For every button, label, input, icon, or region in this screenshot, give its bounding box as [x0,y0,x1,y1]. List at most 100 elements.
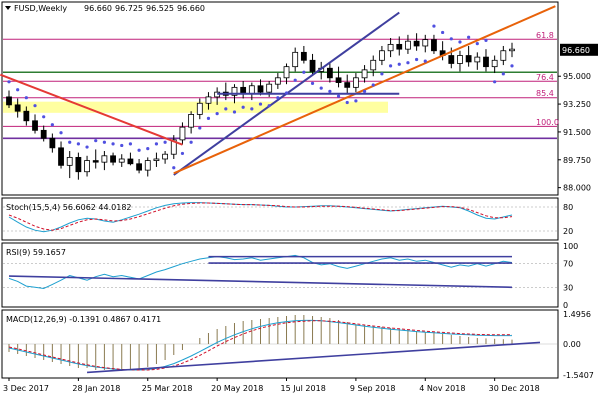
ohlc-open: 96.660 [84,4,112,13]
fib-level-label: 100.0 [536,118,559,127]
parabolic-sar-dot [258,102,263,106]
candle-body [283,66,290,79]
candle-body [231,86,238,96]
fib-level-label: 85.4 [536,89,554,98]
y-tick-label: 70 [563,260,573,269]
parabolic-sar-dot [111,142,115,146]
candle-body [335,77,342,83]
macd-panel: 1.4956 0.00 -1.5407 [3,310,594,380]
macd-line [8,320,513,371]
candle-body [326,67,333,79]
candle-body [344,82,351,88]
parabolic-sar-dot [189,140,193,144]
x-axis: 3 Dec 2017 28 Jan 2018 25 Mar 2018 20 May 2… [3,378,540,393]
parabolic-sar-dot [284,91,289,95]
stoch-title: Stoch(15,5,4) 56.6062 44.0182 [6,203,132,212]
x-tick-label: 15 Jul 2018 [281,384,326,393]
candle-body [370,59,377,71]
candle-body [205,96,212,104]
parabolic-sar-dot [146,147,150,151]
x-tick-label: 20 May 2018 [211,384,263,393]
candle-body [483,56,489,68]
y-tick-label: -1.5407 [563,371,594,380]
parabolic-sar-dot [102,140,106,144]
y-tick-label: 0 [563,301,568,310]
candle-body [509,48,515,52]
parabolic-sar-dot [154,142,159,146]
parabolic-sar-dot [467,35,471,39]
candle-body [101,155,108,163]
support-zone [3,101,388,113]
current-price-label: 96.660 [562,46,590,55]
parabolic-sar-dot [180,151,185,156]
rsi-title: RSI(9) 59.1657 [6,248,66,257]
candle-body [457,55,463,64]
parabolic-sar-dot [328,89,332,93]
parabolic-sar-dot [458,40,462,44]
macd-trendline [86,341,541,374]
parabolic-sar-dot [250,107,254,111]
candle-body [413,40,420,47]
parabolic-sar-dot [94,139,98,143]
stoch-panel-frame [1,197,559,241]
parabolic-sar-dot [406,61,410,65]
candle-body [431,39,437,52]
rsi-trendline [8,275,513,289]
ohlc-high: 96.725 [115,4,143,13]
price-panel-frame [1,1,559,196]
fib-level-label: 76.4 [536,73,554,82]
parabolic-sar-dot [302,70,306,74]
y-tick-label: 30 [563,283,573,292]
candle-body [110,155,116,163]
candle-body [170,139,177,155]
y-tick-label: 0.00 [563,340,581,349]
parabolic-sar-dot [24,96,28,100]
candle-body [162,153,169,160]
parabolic-sar-dot [510,64,514,68]
candle-body [179,126,186,141]
candle-body [49,137,56,149]
candle-body [23,110,30,122]
y-tick-label: 1.4956 [563,310,591,319]
parabolic-sar-dot [85,145,89,149]
price-header: FUSD,Weekly 96.660 96.725 96.525 96.660 [5,4,205,13]
parabolic-sar-dot [33,104,37,108]
ohlc-low: 96.525 [146,4,174,13]
parabolic-sar-dot [172,166,176,170]
y-tick-label: 100 [563,242,578,251]
candle-body [58,147,64,166]
parabolic-sar-dot [441,30,445,35]
candle-body [448,55,455,64]
collapse-triangle-icon[interactable] [5,6,11,10]
y-tick-label: 93.250 [563,100,591,109]
parabolic-sar-dot [415,57,419,62]
parabolic-sar-dot [484,38,488,43]
parabolic-sar-dot [267,104,271,108]
parabolic-sar-dot [163,140,167,144]
candle-body [188,114,195,128]
parabolic-sar-dot [241,105,245,109]
candle-body [352,77,359,88]
parabolic-sar-dot [354,99,358,103]
candle-body [379,50,385,61]
candle-body [118,158,125,163]
candle-body [500,50,507,61]
macd-panel-frame [1,309,559,379]
candle-body [248,85,255,95]
parabolic-sar-dot [7,80,11,84]
y-tick-label: 80 [563,203,573,212]
parabolic-sar-dot [76,142,80,146]
parabolic-sar-dot [68,140,72,144]
parabolic-sar-dot [493,80,497,84]
candle-body [66,156,73,166]
candle-body [196,102,203,115]
parabolic-sar-dot [206,116,211,120]
y-tick-label: 89.750 [563,156,591,165]
y-tick-label: 20 [563,227,573,236]
parabolic-sar-dot [362,89,367,93]
candle-body [292,51,299,68]
candle-body [422,39,429,47]
stochastic-panel: 80 20 [3,202,573,236]
parabolic-sar-dot [310,81,315,85]
parabolic-sar-dot [276,96,280,100]
